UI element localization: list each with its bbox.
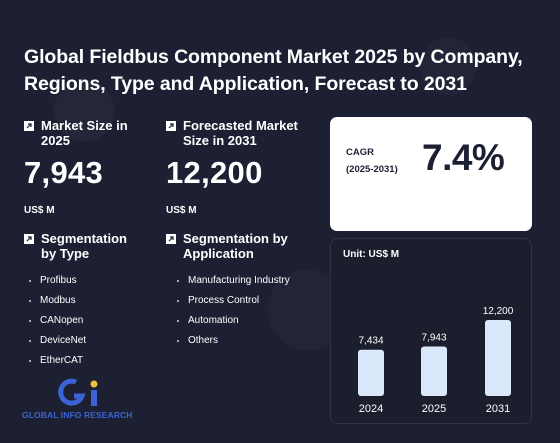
list-item-label: Profibus [40,275,77,286]
segmentation-type-label: Segmentation by Type [41,231,127,261]
x-tick-label: 2025 [422,403,446,415]
forecast-unit: US$ M [166,205,197,216]
arrow-up-right-icon [24,234,34,244]
bullet-icon [29,339,31,342]
cagr-label-line1: CAGR [346,147,374,158]
chart-unit: Unit: US$ M [343,249,400,260]
x-tick-label: 2024 [359,403,383,415]
bullet-icon [177,339,179,342]
logo: GLOBAL INFO RESEARCH [22,376,142,424]
list-item-label: Manufacturing Industry [188,275,290,286]
bar-chart: 7,434 2024 7,943 2025 12,200 2031 [358,306,514,415]
bullet-icon [29,359,31,362]
bullet-icon [177,299,179,302]
bullet-icon [177,279,179,282]
list-item-label: EtherCAT [40,355,84,366]
bar [485,320,511,396]
bar [421,346,447,396]
cagr-value: 7.4% [422,137,505,178]
list-item: CANopen [29,315,144,326]
list-item: Process Control [177,295,326,306]
segmentation-type: Segmentation by Type Profibus Modbus CANop… [24,231,144,375]
page-title: Global Fieldbus Component Market 2025 by… [24,46,523,95]
segmentation-type-list: Profibus Modbus CANopen DeviceNet EtherCAT [29,275,144,366]
list-item-label: Modbus [40,295,76,306]
market-size-unit: US$ M [24,205,55,216]
list-item-label: Automation [188,315,239,326]
logo-text: GLOBAL INFO RESEARCH [22,410,133,420]
list-item: EtherCAT [29,355,144,366]
list-item-label: CANopen [40,315,84,326]
segmentation-application-label: Segmentation by Application [183,231,288,261]
cagr-label: CAGR (2025-2031) [346,144,398,178]
arrow-up-right-icon [166,121,176,131]
list-item: Automation [177,315,326,326]
arrow-up-right-icon [24,121,34,131]
arrow-up-right-icon [166,234,176,244]
list-item: Profibus [29,275,144,286]
data-label: 7,434 [358,336,383,347]
list-item-label: Process Control [188,295,260,306]
bar [358,349,384,396]
list-item: Others [177,335,326,346]
forecast-value: 12,200 [166,155,263,190]
data-label: 7,943 [421,333,446,344]
market-size-label: Market Size in 2025 [41,118,128,148]
list-item-label: Others [188,335,219,346]
data-label: 12,200 [483,306,514,317]
bullet-icon [29,319,31,322]
market-size-stat: Market Size in 2025 7,943 US$ M [24,118,154,216]
bullet-icon [29,279,31,282]
forecast-label: Forecasted Market Size in 2031 [183,118,298,148]
x-tick-label: 2031 [486,403,510,415]
market-size-value: 7,943 [24,155,104,190]
bullet-icon [29,299,31,302]
cagr-card: CAGR (2025-2031) 7.4% [330,117,532,231]
segmentation-application: Segmentation by Application Manufacturin… [166,231,326,355]
forecast-stat: Forecasted Market Size in 2031 12,200 US… [166,118,316,216]
cagr-label-line2: (2025-2031) [346,164,398,175]
chart-card: Unit: US$ M 7,434 2024 7,943 2025 12,200 2031 [330,238,532,424]
list-item: DeviceNet [29,335,144,346]
list-item: Manufacturing Industry [177,275,326,286]
list-item: Modbus [29,295,144,306]
logo-mark-icon [58,378,98,406]
bullet-icon [177,319,179,322]
list-item-label: DeviceNet [40,335,87,346]
segmentation-application-list: Manufacturing Industry Process Control Aut… [177,275,326,346]
